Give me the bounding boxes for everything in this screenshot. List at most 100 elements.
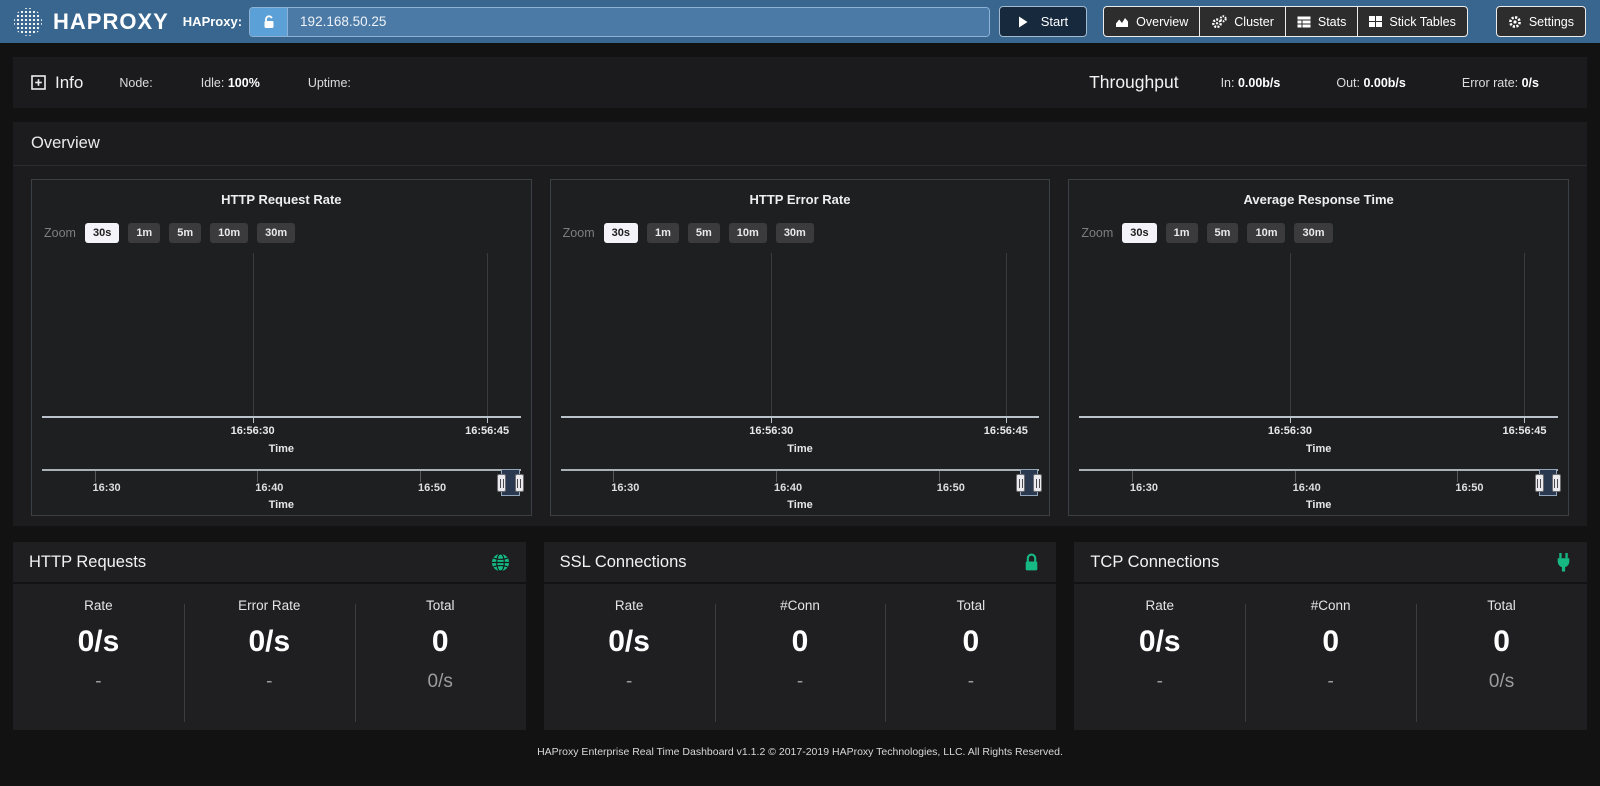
stat-label: Total xyxy=(1416,598,1587,613)
range-navigator[interactable]: 16:30 16:40 16:50 Time xyxy=(42,469,521,515)
zoom-option-30m[interactable]: 30m xyxy=(257,223,295,243)
navigator-left-handle[interactable] xyxy=(1535,474,1544,492)
view-button-group: Overview Cluster Stats xyxy=(1103,6,1468,37)
zoom-option-5m[interactable]: 5m xyxy=(688,223,720,243)
area-chart-icon xyxy=(1115,16,1129,28)
zoom-label: Zoom xyxy=(563,226,595,240)
navigator-tick xyxy=(776,471,777,482)
haproxy-logo-icon xyxy=(12,6,44,38)
zoom-option-30s[interactable]: 30s xyxy=(1122,223,1156,243)
zoom-option-5m[interactable]: 5m xyxy=(1207,223,1239,243)
zoom-option-5m[interactable]: 5m xyxy=(169,223,201,243)
footer-copyright: HAProxy Enterprise Real Time Dashboard v… xyxy=(0,746,1600,758)
navigator-tick xyxy=(95,471,96,482)
charts-row: HTTP Request Rate Zoom 30s 1m 5m 10m 30m… xyxy=(13,166,1587,526)
gridline xyxy=(1006,253,1007,418)
address-input[interactable] xyxy=(288,8,989,36)
zoom-option-30m[interactable]: 30m xyxy=(776,223,814,243)
error-rate: Error rate: 0/s xyxy=(1462,76,1539,90)
stat-column: Total 0 - xyxy=(885,598,1056,730)
navigator-tick xyxy=(1295,471,1296,482)
stat-sub-value: - xyxy=(544,671,715,693)
stat-sub-value: - xyxy=(715,671,886,693)
lock-toggle-button[interactable] xyxy=(250,8,288,36)
stat-value: 0 xyxy=(715,625,886,659)
tab-stick-tables[interactable]: Stick Tables xyxy=(1357,6,1467,37)
stat-value: 0/s xyxy=(1074,625,1245,659)
info-label: Info xyxy=(55,73,83,93)
zoom-option-10m[interactable]: 10m xyxy=(1247,223,1285,243)
zoom-option-1m[interactable]: 1m xyxy=(128,223,160,243)
x-axis-title: Time xyxy=(551,443,1050,455)
chart-title: HTTP Error Rate xyxy=(551,192,1050,207)
info-expand-toggle[interactable]: Info xyxy=(31,73,83,93)
zoom-label: Zoom xyxy=(1081,226,1113,240)
zoom-label: Zoom xyxy=(44,226,76,240)
gridline xyxy=(771,253,772,418)
stat-cards-row: HTTP Requests Rate 0/s - xyxy=(13,542,1587,730)
zoom-controls: Zoom 30s 1m 5m 10m 30m xyxy=(44,223,531,243)
start-button-label: Start xyxy=(1041,14,1068,29)
zoom-option-30s[interactable]: 30s xyxy=(85,223,119,243)
zoom-option-30m[interactable]: 30m xyxy=(1294,223,1332,243)
chart-title: Average Response Time xyxy=(1069,192,1568,207)
card-ssl-connections: SSL Connections Rate 0/s - #Conn 0 - Tot… xyxy=(544,542,1057,730)
navigator-tick-label: 16:30 xyxy=(93,482,121,494)
navigator-selected-range[interactable] xyxy=(1020,469,1038,496)
card-title: HTTP Requests xyxy=(29,553,146,572)
address-input-group xyxy=(249,7,990,37)
stat-column: Error Rate 0/s - xyxy=(184,598,355,730)
stat-value: 0/s xyxy=(13,625,184,659)
throughput-in: In: 0.00b/s xyxy=(1221,76,1281,90)
range-navigator[interactable]: 16:30 16:40 16:50 Time xyxy=(1079,469,1558,515)
zoom-option-1m[interactable]: 1m xyxy=(647,223,679,243)
node-label: Node: xyxy=(119,76,152,90)
zoom-option-1m[interactable]: 1m xyxy=(1166,223,1198,243)
navigator-left-handle[interactable] xyxy=(1016,474,1025,492)
navigator-tick-label: 16:30 xyxy=(611,482,639,494)
stat-sub-value: - xyxy=(1074,671,1245,693)
table-icon xyxy=(1297,16,1311,28)
idle-label: Idle: 100% xyxy=(201,76,260,90)
tab-overview[interactable]: Overview xyxy=(1103,6,1200,37)
chart-http-error-rate: HTTP Error Rate Zoom 30s 1m 5m 10m 30m 1… xyxy=(550,179,1051,516)
x-axis-tick xyxy=(253,418,254,423)
range-navigator[interactable]: 16:30 16:40 16:50 Time xyxy=(561,469,1040,515)
navigator-right-handle[interactable] xyxy=(515,474,524,492)
stat-label: Rate xyxy=(1074,598,1245,613)
start-button[interactable]: Start xyxy=(999,6,1087,37)
stat-sub-value: 0/s xyxy=(355,671,526,693)
tab-stats[interactable]: Stats xyxy=(1285,6,1359,37)
navigator-right-handle[interactable] xyxy=(1033,474,1042,492)
navigator-tick xyxy=(1132,471,1133,482)
navigator-selected-range[interactable] xyxy=(501,469,519,496)
zoom-controls: Zoom 30s 1m 5m 10m 30m xyxy=(563,223,1050,243)
card-title: SSL Connections xyxy=(560,553,687,572)
stat-sub-value: 0/s xyxy=(1416,671,1587,693)
zoom-option-30s[interactable]: 30s xyxy=(604,223,638,243)
chart-plot-area[interactable] xyxy=(561,251,1040,418)
stat-sub-value: - xyxy=(184,671,355,693)
stat-column: Total 0 0/s xyxy=(355,598,526,730)
navigator-right-handle[interactable] xyxy=(1552,474,1561,492)
x-axis-labels: 16:56:30 16:56:45 xyxy=(42,425,521,440)
stat-label: Rate xyxy=(544,598,715,613)
stat-value: 0/s xyxy=(184,625,355,659)
stat-value: 0/s xyxy=(544,625,715,659)
address-label: HAProxy: xyxy=(183,14,242,29)
navigator-tick-label: 16:50 xyxy=(1455,482,1483,494)
x-tick-label: 16:56:45 xyxy=(465,425,509,437)
navigator-selected-range[interactable] xyxy=(1539,469,1557,496)
tab-stats-label: Stats xyxy=(1318,15,1347,29)
unlock-icon xyxy=(261,14,277,30)
zoom-option-10m[interactable]: 10m xyxy=(729,223,767,243)
x-tick-label: 16:56:45 xyxy=(1502,425,1546,437)
tab-cluster[interactable]: Cluster xyxy=(1199,6,1286,37)
stat-sub-value: - xyxy=(1245,671,1416,693)
chart-plot-area[interactable] xyxy=(1079,251,1558,418)
chart-http-request-rate: HTTP Request Rate Zoom 30s 1m 5m 10m 30m… xyxy=(31,179,532,516)
chart-plot-area[interactable] xyxy=(42,251,521,418)
zoom-option-10m[interactable]: 10m xyxy=(210,223,248,243)
settings-button[interactable]: Settings xyxy=(1496,6,1586,37)
navigator-left-handle[interactable] xyxy=(497,474,506,492)
